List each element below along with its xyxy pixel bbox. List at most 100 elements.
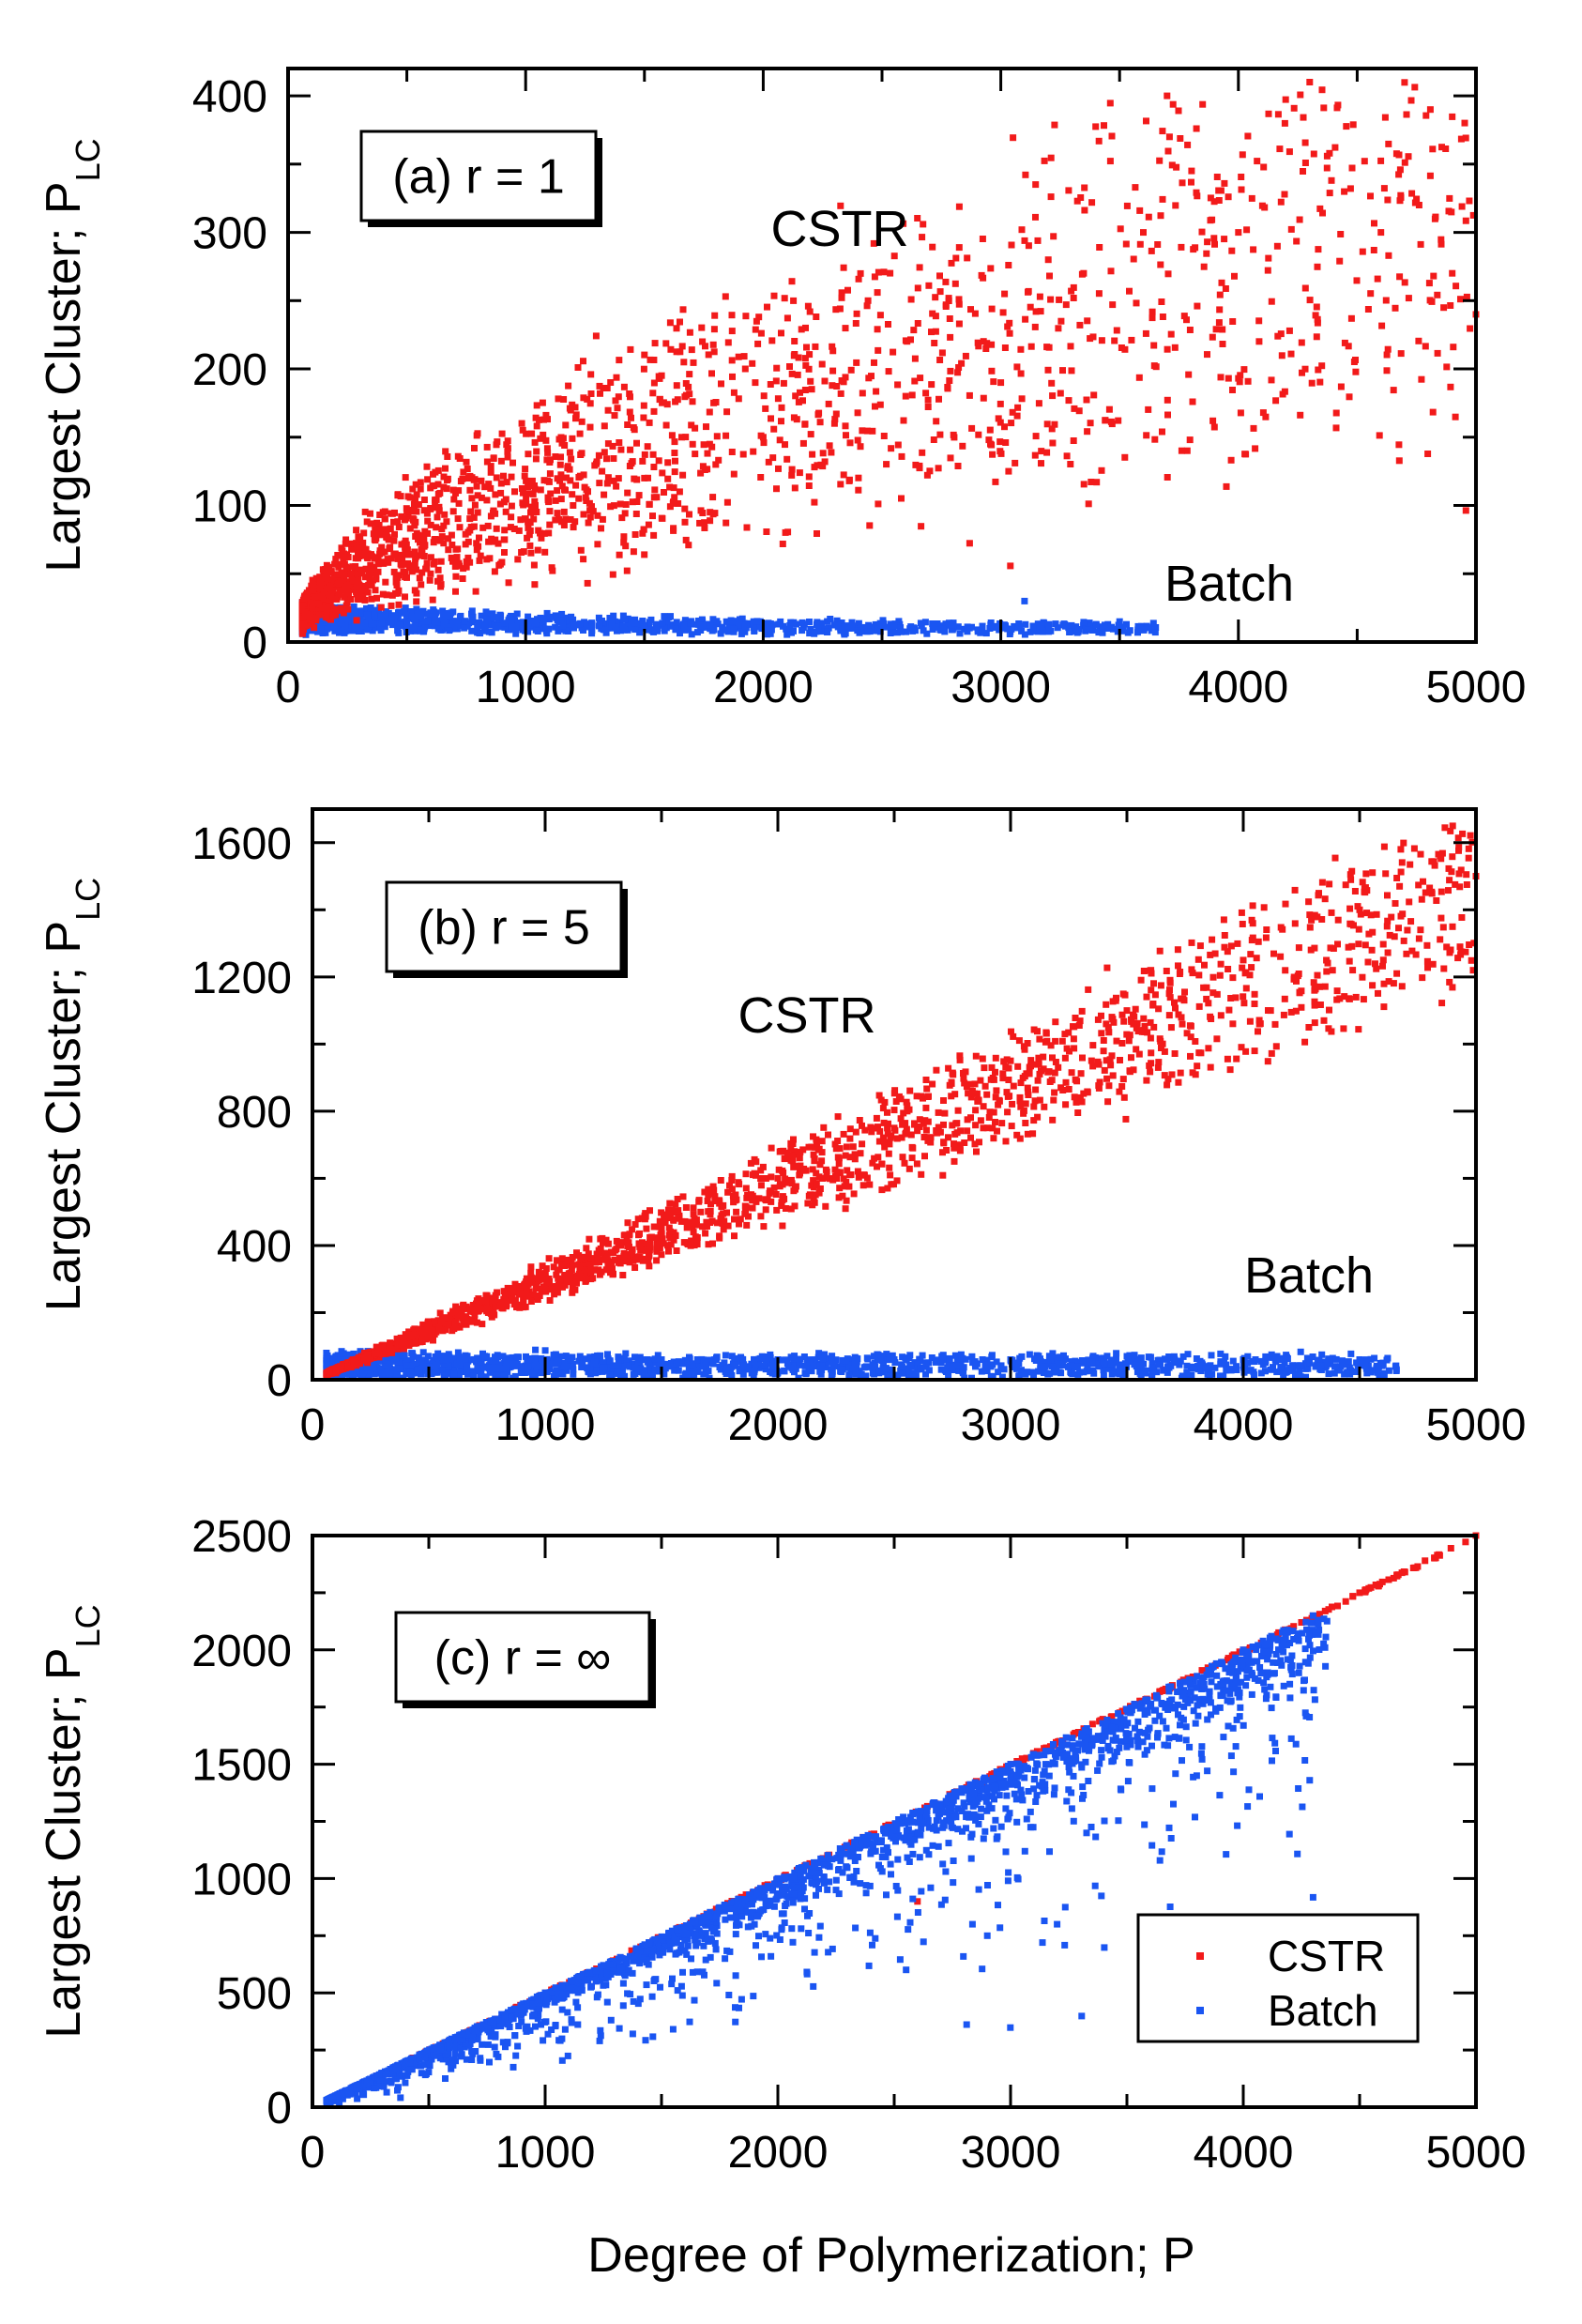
data-point-batch (367, 1369, 374, 1377)
data-point-batch (348, 606, 356, 614)
data-point-cstr (1259, 409, 1267, 417)
data-point-cstr (919, 234, 926, 241)
data-point-batch (1325, 1355, 1332, 1363)
data-point-cstr (1378, 322, 1386, 329)
data-point-cstr (424, 476, 432, 483)
data-point-cstr (609, 571, 616, 578)
data-point-cstr (688, 421, 695, 429)
data-point-cstr (1413, 195, 1421, 203)
data-point-cstr (496, 500, 504, 508)
data-point-batch (1323, 1360, 1331, 1368)
data-point-batch (371, 612, 378, 619)
data-point-cstr (759, 434, 767, 441)
data-point-cstr (423, 463, 431, 470)
data-point-batch (893, 629, 901, 636)
data-point-cstr (688, 346, 695, 354)
data-point-batch (819, 1355, 827, 1363)
data-point-cstr (682, 536, 690, 543)
data-point-batch (1014, 624, 1022, 632)
data-point-batch (845, 1361, 853, 1368)
data-point-cstr (1405, 295, 1412, 302)
data-point-batch (1105, 1365, 1113, 1372)
data-point-batch (440, 614, 447, 621)
data-point-batch (979, 622, 986, 630)
data-point-cstr (1462, 507, 1469, 514)
data-point-cstr (1035, 400, 1042, 407)
data-point-batch (606, 615, 614, 621)
data-point-cstr (1440, 304, 1448, 312)
data-point-batch (502, 1354, 509, 1362)
data-point-cstr (668, 432, 676, 439)
data-point-cstr (541, 548, 549, 556)
data-point-cstr (967, 306, 974, 313)
data-point-cstr (689, 440, 696, 448)
data-point-cstr (696, 519, 704, 527)
data-point-cstr (519, 426, 526, 434)
data-point-cstr (1199, 100, 1207, 108)
data-point-batch (1008, 625, 1015, 633)
data-point-batch (386, 1363, 393, 1370)
data-point-cstr (1390, 387, 1397, 394)
data-point-batch (407, 608, 415, 615)
data-point-cstr (1084, 317, 1091, 325)
data-point-cstr (353, 590, 360, 598)
data-point-cstr (1392, 304, 1399, 312)
data-point-cstr (1336, 257, 1344, 265)
data-point-cstr (1347, 314, 1355, 322)
data-point-batch (652, 1359, 660, 1367)
data-point-cstr (344, 564, 352, 572)
data-point-batch (417, 627, 424, 635)
data-point-cstr (587, 371, 595, 378)
data-point-cstr (979, 236, 986, 242)
data-point-batch (363, 1364, 371, 1371)
data-point-cstr (501, 527, 509, 534)
data-point-cstr (1349, 121, 1357, 129)
data-point-cstr (565, 382, 572, 390)
data-point-cstr (1443, 363, 1451, 371)
data-point-batch (884, 1371, 891, 1379)
data-point-cstr (1287, 225, 1295, 233)
data-point-batch (621, 616, 629, 623)
data-point-batch (350, 1371, 357, 1379)
data-point-cstr (531, 581, 539, 589)
data-point-cstr (1229, 318, 1237, 325)
data-point-batch (1227, 1367, 1235, 1374)
data-point-cstr (449, 508, 457, 515)
data-point-cstr (1063, 452, 1071, 460)
data-point-cstr (501, 536, 509, 543)
data-point-cstr (431, 536, 438, 543)
data-point-cstr (552, 497, 559, 504)
x-tick-label: 0 (276, 663, 301, 712)
data-point-cstr (1262, 413, 1270, 420)
data-point-cstr (1248, 194, 1255, 202)
y-tick-label: 0 (242, 619, 267, 668)
data-point-batch (1115, 621, 1122, 629)
data-point-cstr (828, 449, 835, 456)
data-point-cstr (1457, 296, 1464, 303)
data-point-cstr (947, 367, 954, 375)
data-point-cstr (1122, 240, 1130, 248)
data-point-batch (1039, 628, 1046, 635)
data-point-batch (1150, 1364, 1158, 1371)
data-point-cstr (1046, 272, 1053, 280)
data-point-cstr (308, 619, 315, 627)
data-point-batch (477, 630, 484, 637)
data-point-batch (838, 619, 845, 626)
data-point-batch (1089, 1353, 1097, 1360)
data-point-cstr (459, 575, 466, 582)
data-point-batch (906, 1352, 914, 1359)
data-point-batch (1334, 1367, 1342, 1374)
data-point-batch (501, 623, 509, 631)
data-point-cstr (394, 491, 402, 498)
data-point-cstr (537, 529, 543, 537)
data-point-batch (889, 1352, 896, 1359)
series-cstr (323, 822, 1480, 1378)
data-point-batch (1303, 1354, 1311, 1362)
data-point-batch (442, 1371, 449, 1379)
data-point-batch (481, 1353, 489, 1360)
data-point-batch (932, 1358, 939, 1366)
data-point-cstr (778, 418, 784, 425)
data-point-batch (1243, 1367, 1251, 1374)
data-point-cstr (662, 340, 670, 347)
data-point-cstr (813, 313, 820, 320)
